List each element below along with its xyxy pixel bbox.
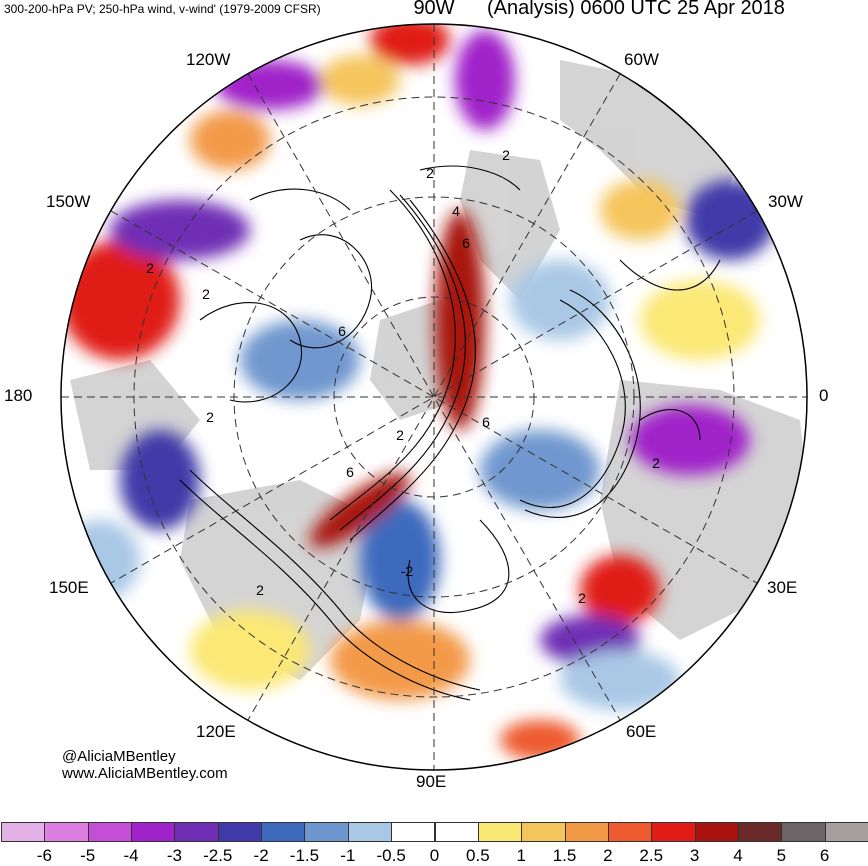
- contour-label: 2: [652, 455, 660, 471]
- lon-label-90e: 90E: [416, 772, 447, 791]
- colorbar-swatch: [261, 822, 306, 842]
- colorbar-swatch: [174, 822, 219, 842]
- colorbar-tick-label: -2.5: [203, 846, 233, 865]
- contour-label: 2: [502, 147, 510, 163]
- contour-label: 2: [396, 427, 404, 443]
- pv-anomalies: [61, 24, 775, 760]
- colorbar-tick-label: -0.5: [376, 846, 406, 865]
- colorbar-swatch: [87, 822, 133, 842]
- colorbar-swatch: [304, 822, 349, 842]
- contour-label: 4: [452, 203, 460, 219]
- credit-website: www.AliciaMBentley.com: [62, 765, 228, 782]
- lon-label-30w: 30W: [768, 192, 803, 211]
- colorbar-tick-label: 2.5: [639, 846, 664, 865]
- contour-label: 6: [338, 323, 346, 339]
- colorbar-tick-label: 5: [776, 846, 787, 865]
- contour-label: 6: [462, 235, 470, 251]
- contour-label: 6: [346, 464, 354, 480]
- map-disk: [61, 24, 807, 770]
- colorbar-swatch: [521, 822, 566, 842]
- colorbar-tick-label: 3: [689, 846, 700, 865]
- lon-label-60w: 60W: [624, 50, 659, 69]
- colorbar-swatch: [217, 822, 263, 842]
- map-boundary: [60, 23, 808, 771]
- contour-label: 2: [146, 260, 154, 276]
- colorbar-tick-label: 0: [429, 846, 440, 865]
- colorbar-swatch: [651, 822, 696, 842]
- colorbar-tick-label: -3: [166, 846, 182, 865]
- colorbar-tick-label: -6: [36, 846, 52, 865]
- lon-label-0: 0: [819, 386, 829, 405]
- lon-label-180: 180: [4, 386, 33, 405]
- colorbar-tick-label: -1: [340, 846, 356, 865]
- colorbar-swatch: [434, 822, 479, 842]
- lon-label-120e: 120E: [196, 722, 236, 741]
- contour-labels: 2 4 6 2 6 6 2 2 2 2 6 -2 2 2 2: [146, 147, 660, 606]
- colorbar-tick-label: -2: [253, 846, 269, 865]
- pv-contours: [179, 165, 721, 701]
- contour-label: 2: [202, 286, 210, 302]
- meridians: [61, 24, 807, 770]
- colorbar-swatch: [824, 822, 868, 842]
- colorbar-tick-label: 4: [733, 846, 743, 865]
- colorbar-tick-label: 1: [516, 846, 526, 865]
- colorbar-swatch: [607, 822, 653, 842]
- lon-label-120w: 120W: [186, 50, 231, 69]
- contour-label: 2: [206, 409, 214, 425]
- colorbar-swatch: [694, 822, 739, 842]
- lon-label-150e: 150E: [49, 578, 89, 597]
- colorbar-swatch: [737, 822, 783, 842]
- colorbar-tick-label: 2: [603, 846, 613, 865]
- contour-label: 2: [426, 165, 434, 181]
- lon-label-30e: 30E: [767, 578, 798, 597]
- lon-label-150w: 150W: [46, 192, 91, 211]
- contour-label: 2: [256, 582, 264, 598]
- contour-label: 2: [578, 590, 586, 606]
- colorbar-tick-label: -5: [80, 846, 96, 865]
- contour-label: 6: [482, 414, 490, 430]
- colorbar-tick-label: 6: [819, 846, 830, 865]
- colorbar-swatch: [44, 822, 89, 842]
- colorbar-tick-label: 1.5: [552, 846, 577, 865]
- colorbar-swatch: [391, 822, 436, 842]
- colorbar-swatch: [564, 822, 609, 842]
- colorbar-tick-label: -4: [123, 846, 139, 865]
- colorbar-swatch: [1, 822, 46, 842]
- colorbar-swatch: [477, 822, 523, 842]
- chart-description: 300-200-hPa PV; 250-hPa wind, v-wind' (1…: [4, 2, 321, 16]
- credit-handle: @AliciaMBentley: [62, 748, 176, 765]
- contour-label: -2: [401, 563, 414, 579]
- colorbar-swatch: [131, 822, 176, 842]
- colorbar-tick-label: -1.5: [289, 846, 320, 865]
- lon-label-60e: 60E: [626, 722, 657, 741]
- colorbar-swatch: [781, 822, 826, 842]
- colorbar-swatch: [347, 822, 393, 842]
- analysis-time: (Analysis) 0600 UTC 25 Apr 2018: [487, 0, 785, 19]
- colorbar-tick-label: 0.5: [466, 846, 490, 865]
